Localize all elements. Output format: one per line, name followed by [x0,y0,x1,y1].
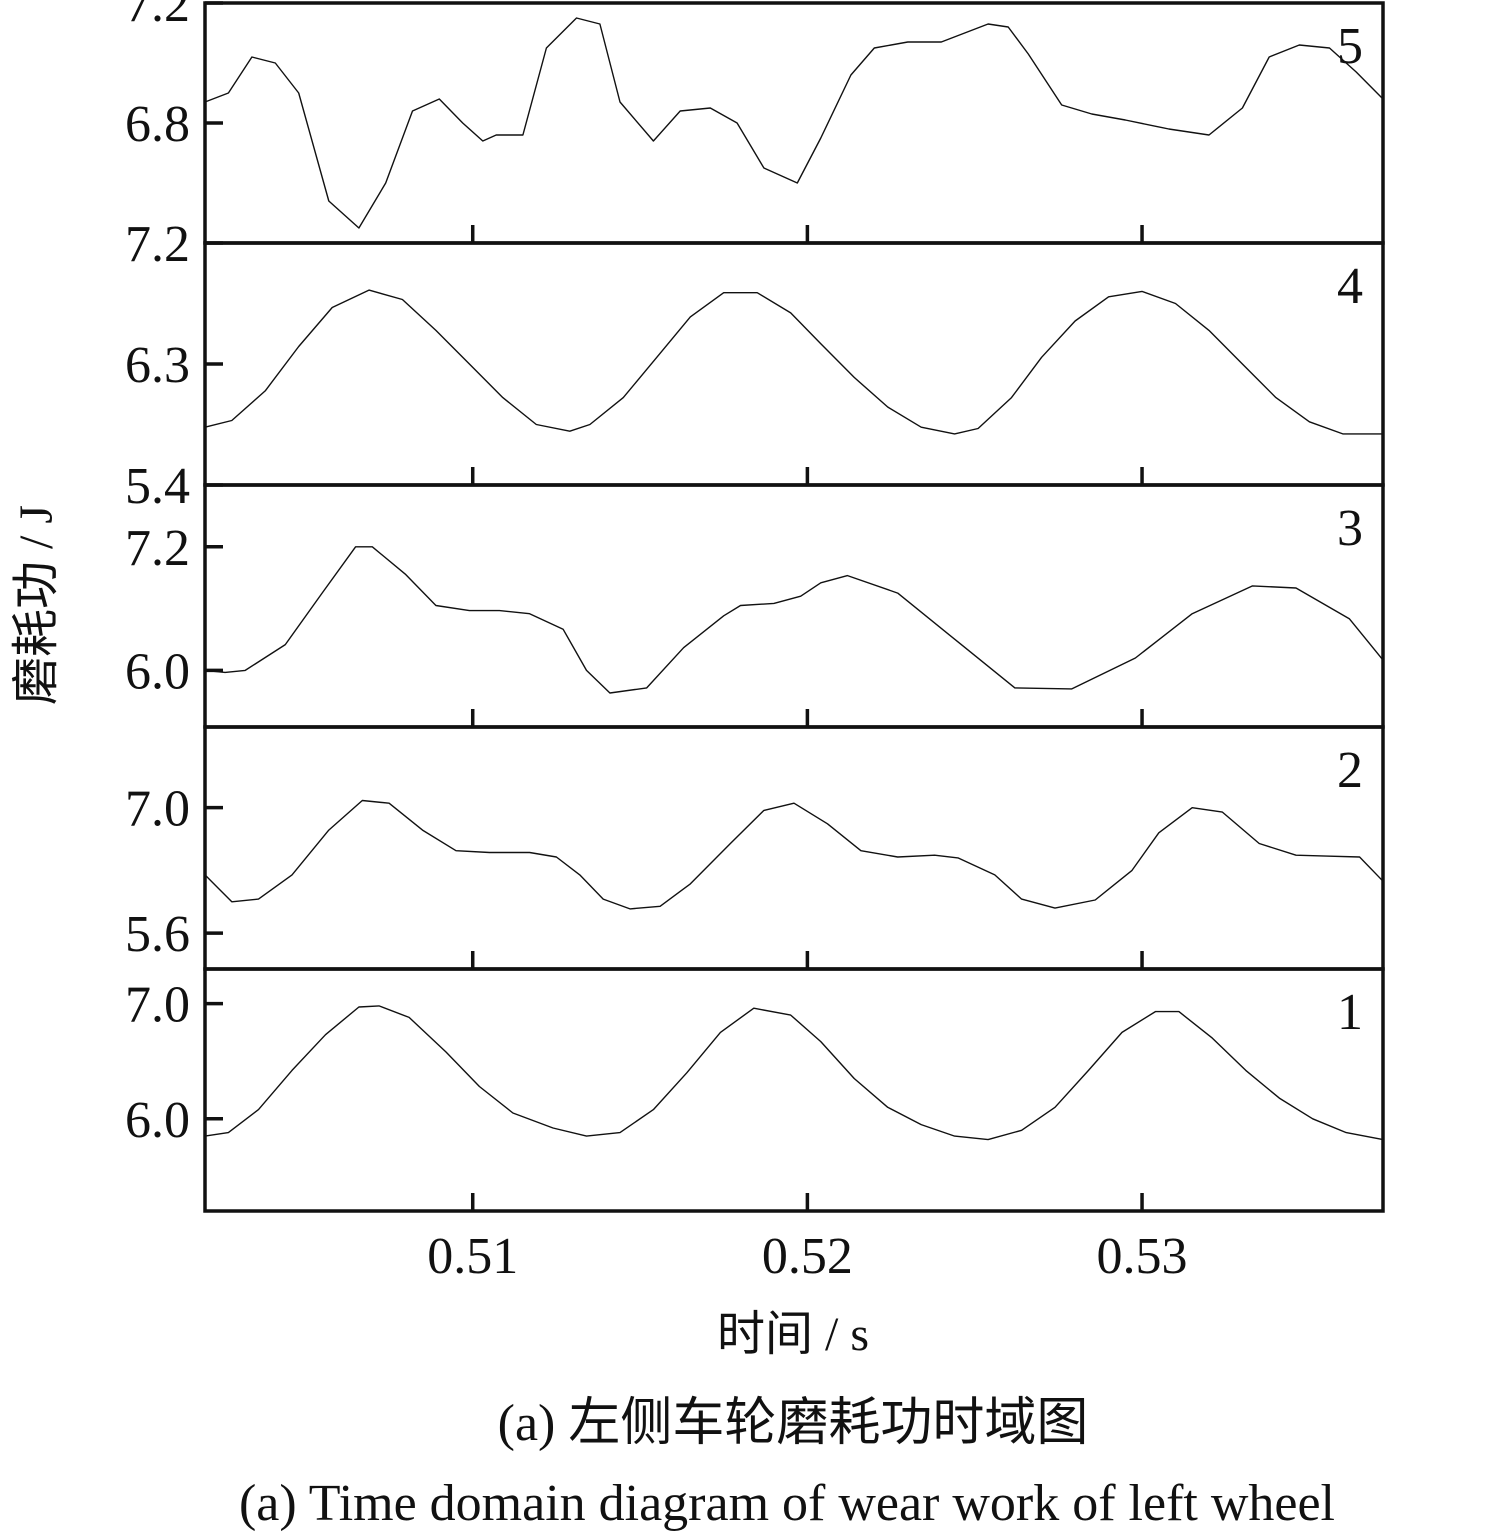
x-tick-label: 0.53 [1097,1228,1188,1285]
panel-label: 1 [1337,984,1363,1041]
panel-label: 5 [1337,18,1363,75]
panel-label: 4 [1337,258,1363,315]
caption-english: (a) Time domain diagram of wear work of … [239,1475,1335,1532]
series-line-3 [204,546,1384,694]
y-tick-label: 5.6 [125,906,190,963]
series-line-1 [204,1005,1384,1141]
panel-frame [203,241,1385,487]
y-tick-label: 6.3 [125,337,190,394]
x-axis-title: 时间 / s [717,1308,869,1361]
y-tick-label: 7.2 [125,0,190,33]
y-tick-label: 5.4 [125,458,190,515]
panel-2: 7.0 5.6 2 [125,725,1385,971]
y-tick-label: 7.0 [125,977,190,1034]
x-tick-label: 0.51 [427,1228,518,1285]
series-line-2 [204,799,1384,910]
panel-frame [203,1,1385,245]
panel-4: 7.2 6.3 5.4 4 [125,216,1385,515]
series-line-4 [204,289,1383,435]
x-tick-label: 0.52 [762,1228,853,1285]
panel-frame [203,483,1385,729]
panel-3: 7.2 6.0 3 [125,483,1385,729]
y-tick-label: 6.8 [125,96,190,153]
panel-frame [203,967,1385,1213]
panel-1: 7.0 6.0 1 [125,967,1385,1213]
y-tick-label: 7.0 [125,781,190,838]
caption-chinese: (a) 左侧车轮磨耗功时域图 [498,1395,1089,1452]
panel-frame [203,725,1385,971]
panel-5: 6.8 7.2 5 [125,0,1385,245]
panel-label: 3 [1337,500,1363,557]
series-line-5 [204,17,1384,229]
y-tick-label: 6.0 [125,1092,190,1149]
y-axis-title: 磨耗功 / J [10,505,63,705]
y-tick-label: 7.2 [125,520,190,577]
panel-label: 2 [1337,742,1363,799]
y-tick-label: 6.0 [125,643,190,700]
y-tick-label: 7.2 [125,216,190,273]
